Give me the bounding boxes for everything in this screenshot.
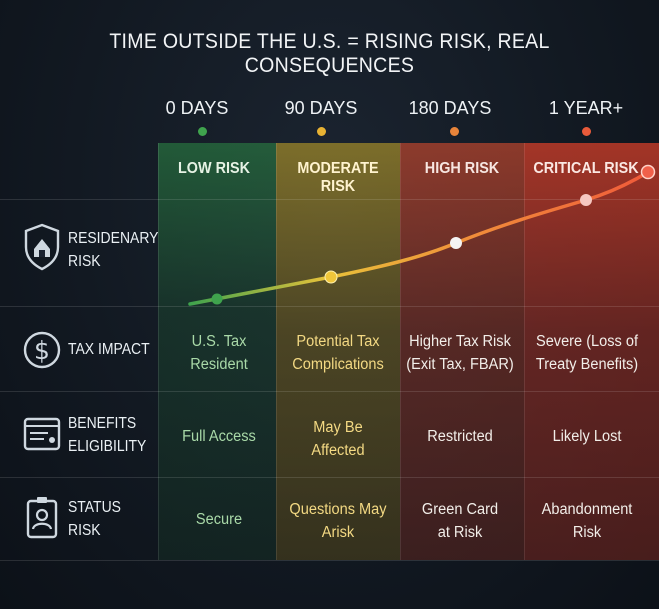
cell-benefits-critical: Likely Lost (552, 428, 622, 445)
shield-house-icon (24, 223, 60, 271)
row-label-status-risk: STATUS RISK (68, 499, 121, 539)
row-divider (0, 477, 659, 478)
risk-label-high: HIGH RISK (424, 160, 500, 177)
timeline-dot-0-days (198, 127, 207, 136)
column-divider (400, 143, 401, 560)
row-label-tax-impact: TAX IMPACT (68, 341, 150, 358)
risk-label-low: LOW RISK (178, 160, 250, 177)
cell-benefits-high: Restricted (427, 428, 493, 445)
page-title: TIME OUTSIDE THE U.S. = RISING RISK, REA… (109, 30, 550, 77)
cell-status-high: Green Card at Risk (421, 501, 499, 541)
cell-tax-impact-critical: Severe (Loss of Treaty Benefits) (535, 333, 639, 373)
cell-benefits-moderate: May Be Affected (311, 419, 365, 459)
column-header-90-days: 90 DAYS (284, 98, 358, 118)
row-label-residenary-risk: RESIDENARY RISK (68, 230, 159, 270)
column-divider (158, 143, 159, 560)
row-divider (0, 391, 659, 392)
svg-text:$: $ (34, 336, 50, 365)
dollar-circle-icon: $ (23, 331, 61, 369)
column-divider (524, 143, 525, 560)
risk-label-critical: CRITICAL RISK (533, 160, 639, 177)
timeline-dot-180-days (450, 127, 459, 136)
row-divider (0, 306, 659, 307)
cell-status-low: Secure (195, 511, 243, 528)
timeline-dot-90-days (317, 127, 326, 136)
cell-status-critical: Abandonment Risk (541, 501, 633, 541)
cell-tax-impact-high: Higher Tax Risk (Exit Tax, FBAR) (406, 333, 514, 373)
cell-tax-impact-moderate: Potential Tax Complications (292, 333, 384, 373)
column-divider (276, 143, 277, 560)
cell-tax-impact-low: U.S. Tax Resident (190, 333, 248, 373)
column-header-1-year: 1 YEAR+ (548, 98, 624, 118)
column-header-0-days: 0 DAYS (165, 98, 229, 118)
cell-status-moderate: Questions May Arisk (289, 501, 387, 541)
cell-benefits-low: Full Access (182, 428, 256, 445)
timeline-dot-1-year (582, 127, 591, 136)
benefits-card-icon (23, 417, 61, 451)
risk-label-moderate: MODERATE RISK (297, 160, 379, 195)
column-header-180-days: 180 DAYS (408, 98, 492, 118)
id-badge-icon (26, 497, 58, 539)
row-divider (0, 560, 659, 561)
row-divider (0, 199, 659, 200)
row-label-benefits-eligibility: BENEFITS ELIGIBILITY (68, 415, 147, 455)
